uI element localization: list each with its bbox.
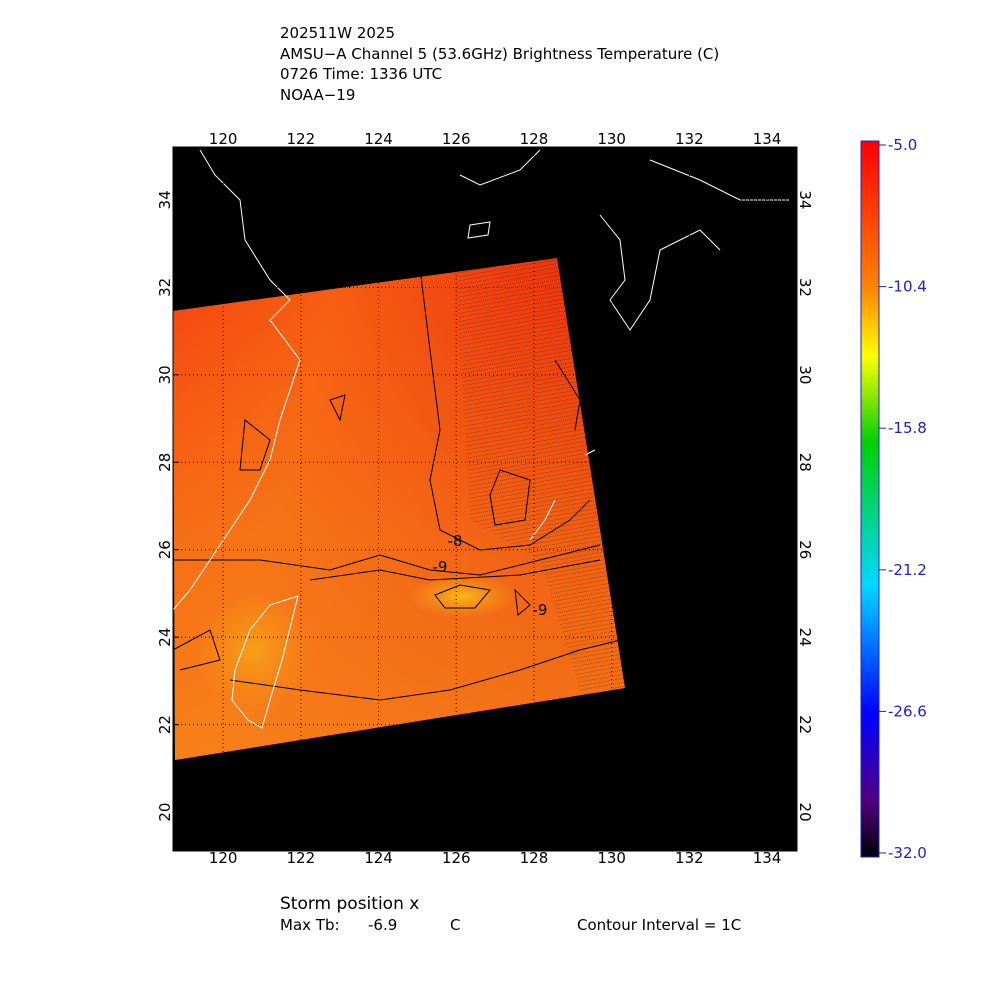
x-tick-label-top: 122	[287, 130, 316, 148]
colorbar-label: -10.4	[888, 278, 927, 296]
contour	[239, 419, 271, 471]
contour	[554, 359, 581, 431]
map-frame	[172, 146, 798, 852]
contour-labels: -8 -9 -9	[433, 532, 548, 619]
contour-label: -8	[448, 532, 463, 550]
y-tick-label-right: 32	[796, 278, 814, 297]
contour	[329, 394, 346, 422]
contour	[419, 267, 591, 551]
x-tick-label-top: 132	[675, 130, 704, 148]
x-tick-label-bottom: 128	[520, 849, 549, 867]
x-tick-label-bottom: 122	[287, 849, 316, 867]
x-tick-label-bottom: 124	[364, 849, 393, 867]
y-tick-label-left: 32	[156, 278, 174, 297]
y-tick-label-right: 30	[796, 365, 814, 384]
colorbar-label: -15.8	[888, 419, 927, 437]
header: 202511W 2025 AMSU−A Channel 5 (53.6GHz) …	[280, 24, 719, 104]
x-tick-label-top: 126	[442, 130, 471, 148]
y-tick-label-left: 34	[156, 190, 174, 209]
hatching	[455, 258, 625, 690]
y-tick-label-right: 24	[796, 628, 814, 647]
y-tick-label-right: 34	[796, 190, 814, 209]
colorbar-label: -21.2	[888, 561, 927, 579]
header-line: 0726 Time: 1336 UTC	[280, 65, 442, 83]
contour-label: -9	[533, 601, 548, 619]
footer: Storm position x Max Tb: -6.9 C Contour …	[280, 894, 741, 934]
x-tick-label-bottom: 134	[753, 849, 782, 867]
coastline	[459, 149, 541, 239]
y-tick-label-left: 24	[156, 628, 174, 647]
colorbar-label: -32.0	[888, 844, 927, 862]
contour	[173, 629, 221, 671]
contour	[309, 559, 601, 581]
contour	[173, 544, 601, 576]
x-tick-label-top: 134	[753, 130, 782, 148]
y-tick-label-left: 28	[156, 453, 174, 472]
y-tick-label-left: 20	[156, 803, 174, 822]
y-tick-label-left: 22	[156, 715, 174, 734]
y-tick-label-right: 20	[796, 803, 814, 822]
contour	[489, 469, 531, 526]
contour	[514, 588, 531, 616]
warm-spot	[195, 590, 315, 710]
contour	[434, 584, 491, 609]
max-tb-label: Max Tb:	[280, 916, 340, 934]
contour-label: -9	[433, 558, 448, 576]
y-tick-label-right: 28	[796, 453, 814, 472]
y-tick-label-left: 26	[156, 540, 174, 559]
x-tick-label-top: 128	[520, 130, 549, 148]
x-tick-label-bottom: 132	[675, 849, 704, 867]
colorbar-label: -26.6	[888, 702, 927, 720]
x-tick-label-top: 124	[364, 130, 393, 148]
x-tick-label-bottom: 120	[209, 849, 238, 867]
header-line: 202511W 2025	[280, 24, 395, 42]
x-tick-label-top: 130	[597, 130, 626, 148]
max-tb-unit: C	[450, 916, 460, 934]
coastline	[529, 449, 596, 541]
y-tick-label-left: 30	[156, 365, 174, 384]
x-tick-label-top: 120	[209, 130, 238, 148]
y-tick-label-right: 26	[796, 540, 814, 559]
map: -8 -9 -9	[173, 147, 797, 851]
grid	[173, 147, 797, 851]
contours	[173, 267, 621, 701]
max-tb-value: -6.9	[368, 916, 397, 934]
warm-spot	[407, 574, 517, 618]
coastline	[231, 595, 299, 729]
header-line: AMSU−A Channel 5 (53.6GHz) Brightness Te…	[280, 45, 719, 63]
x-tick-label-bottom: 130	[597, 849, 626, 867]
axes: 120 120 122 122 124 124 126 126 128 128 130 130 132 1…	[156, 130, 814, 867]
x-tick-label-bottom: 126	[442, 849, 471, 867]
contour	[229, 639, 621, 701]
header-line: NOAA−19	[280, 86, 355, 104]
storm-position: Storm position x	[280, 894, 419, 914]
colorbar	[860, 140, 880, 858]
colorbar-label: -5.0	[888, 136, 917, 154]
y-tick-label-right: 22	[796, 715, 814, 734]
contour-interval: Contour Interval = 1C	[577, 916, 741, 934]
colorbar-ticks: -5.0 -10.4 -15.8 -21.2 -26.6 -32.0	[879, 136, 927, 862]
